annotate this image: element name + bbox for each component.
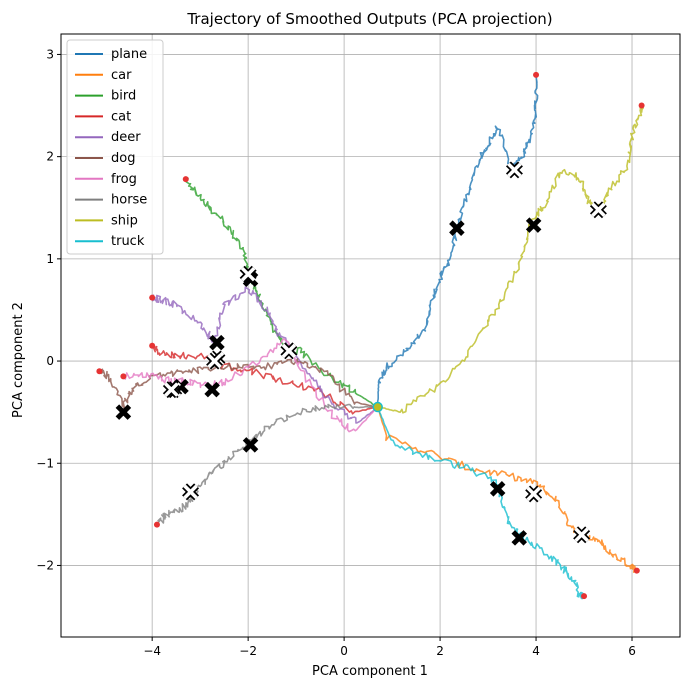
series-end-point-dog: [96, 368, 103, 375]
series-end-point-ship: [638, 102, 645, 109]
legend-label-dog: dog: [111, 151, 135, 166]
legend-label-plane: plane: [111, 47, 147, 62]
filled-x-marker-car: [489, 481, 506, 497]
y-tick-label: 2: [46, 150, 54, 164]
hollow-x-marker-car: [525, 485, 543, 503]
series-line-plane: [376, 74, 539, 408]
chart-title: Trajectory of Smoothed Outputs (PCA proj…: [186, 10, 552, 28]
hollow-x-marker-frog: [162, 381, 180, 399]
legend-label-deer: deer: [111, 130, 141, 145]
x-tick-label: 4: [532, 644, 540, 658]
filled-x-marker-deer: [209, 334, 225, 351]
legend-label-bird: bird: [111, 89, 136, 104]
series-line-ship: [377, 103, 644, 414]
y-axis-label: PCA component 2: [11, 302, 26, 418]
hollow-x-marker-deer: [206, 352, 224, 370]
series-group: [96, 71, 645, 600]
axes-frame: [60, 33, 681, 638]
series-line-truck: [376, 406, 586, 600]
hollow-x-marker-car: [573, 526, 591, 544]
y-tick-label: 1: [46, 252, 54, 266]
filled-x-marker-truck: [511, 530, 528, 546]
x-axis-label: PCA component 1: [312, 664, 428, 679]
filled-x-marker-ship: [525, 217, 542, 233]
legend-label-cat: cat: [111, 109, 131, 124]
series-end-point-cat: [149, 342, 156, 349]
x-tick-label: 6: [628, 644, 636, 658]
x-tick-label: 2: [436, 644, 444, 658]
filled-x-marker-plane: [449, 220, 465, 236]
y-tick-label: −2: [36, 558, 54, 572]
hollow-x-marker-horse: [182, 483, 200, 501]
start-point: [372, 401, 383, 413]
hollow-x-marker-bird: [280, 342, 298, 360]
series-line-car: [376, 407, 639, 573]
filled-x-marker-dog: [115, 404, 132, 420]
y-tick-label: 0: [46, 354, 54, 368]
ticks: −4 −2 0 2 4 6 −2 −1 0 1 2 3: [36, 47, 636, 658]
series-end-point-plane: [533, 71, 540, 78]
x-tick-label: −2: [239, 644, 257, 658]
hollow-x-marker-plane: [505, 161, 523, 179]
series-end-point-bird: [182, 176, 189, 183]
series-line-horse: [155, 403, 378, 527]
legend: plane car bird cat deer dog frog horse ship truck: [66, 39, 164, 255]
hollow-x-marker-ship: [589, 201, 607, 219]
legend-label-frog: frog: [111, 172, 137, 187]
x-tick-label: 0: [340, 644, 348, 658]
x-tick-label: −4: [143, 644, 161, 658]
legend-label-car: car: [111, 68, 132, 83]
legend-label-truck: truck: [111, 234, 145, 249]
series-end-point-deer: [149, 294, 156, 301]
legend-label-ship: ship: [111, 213, 138, 228]
legend-label-horse: horse: [111, 193, 147, 208]
series-end-point-car: [633, 567, 640, 574]
y-tick-label: −1: [36, 456, 54, 470]
series-line-frog: [122, 338, 379, 433]
series-end-point-truck: [581, 593, 588, 600]
filled-x-marker-horse: [242, 437, 259, 453]
y-tick-label: 3: [46, 47, 54, 61]
series-end-point-frog: [120, 373, 127, 380]
series-line-deer: [151, 286, 379, 424]
filled-x-marker-frog: [204, 381, 220, 398]
hollow-x-marker-bird: [239, 265, 257, 283]
marker-group: [115, 161, 607, 546]
series-end-point-horse: [153, 521, 160, 528]
grid: [61, 34, 680, 637]
